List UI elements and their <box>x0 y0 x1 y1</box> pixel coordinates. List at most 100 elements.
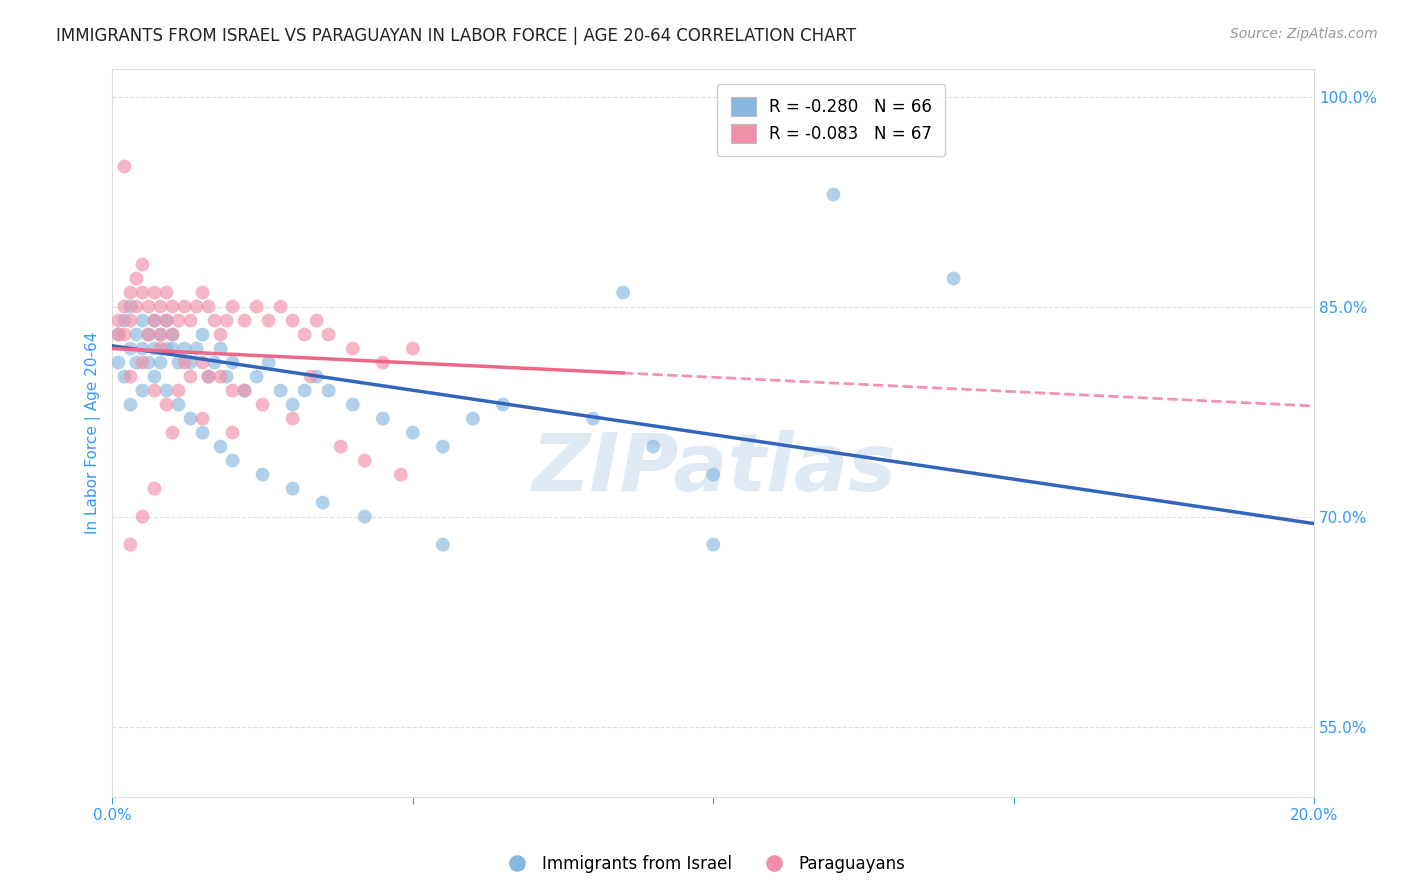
Point <box>131 342 153 356</box>
Point <box>221 300 243 314</box>
Point <box>120 285 142 300</box>
Point <box>204 355 226 369</box>
Point <box>299 369 322 384</box>
Point <box>942 271 965 285</box>
Point <box>281 398 304 412</box>
Point <box>131 285 153 300</box>
Point <box>270 384 292 398</box>
Point <box>107 327 129 342</box>
Legend: Immigrants from Israel, Paraguayans: Immigrants from Israel, Paraguayans <box>494 848 912 880</box>
Point <box>191 327 214 342</box>
Point <box>233 384 256 398</box>
Point <box>149 327 172 342</box>
Point <box>215 369 238 384</box>
Point <box>167 384 190 398</box>
Point <box>209 369 232 384</box>
Point <box>173 355 195 369</box>
Point <box>107 327 129 342</box>
Point <box>252 467 274 482</box>
Point <box>389 467 412 482</box>
Point <box>294 327 316 342</box>
Point <box>155 313 177 327</box>
Point <box>138 355 160 369</box>
Point <box>120 538 142 552</box>
Point <box>246 300 269 314</box>
Point <box>120 300 142 314</box>
Point <box>191 355 214 369</box>
Point <box>131 313 153 327</box>
Point <box>371 355 394 369</box>
Point <box>143 313 166 327</box>
Point <box>131 384 153 398</box>
Point <box>221 453 243 467</box>
Point <box>402 425 425 440</box>
Point <box>461 411 484 425</box>
Point <box>162 327 184 342</box>
Point <box>233 313 256 327</box>
Point <box>318 384 340 398</box>
Point <box>143 369 166 384</box>
Point <box>120 342 142 356</box>
Point <box>107 313 129 327</box>
Text: ZIPatlas: ZIPatlas <box>530 430 896 508</box>
Point <box>353 453 375 467</box>
Text: Source: ZipAtlas.com: Source: ZipAtlas.com <box>1230 27 1378 41</box>
Point <box>257 355 280 369</box>
Point <box>233 384 256 398</box>
Point <box>155 384 177 398</box>
Point <box>143 313 166 327</box>
Point <box>131 355 153 369</box>
Point <box>197 369 219 384</box>
Point <box>180 411 202 425</box>
Point <box>138 327 160 342</box>
Point <box>112 300 135 314</box>
Point <box>180 355 202 369</box>
Point <box>120 398 142 412</box>
Point <box>155 398 177 412</box>
Point <box>204 313 226 327</box>
Point <box>186 342 208 356</box>
Point <box>112 160 135 174</box>
Point <box>162 342 184 356</box>
Point <box>173 342 195 356</box>
Point <box>221 425 243 440</box>
Point <box>252 398 274 412</box>
Point <box>582 411 605 425</box>
Point <box>149 300 172 314</box>
Point <box>173 300 195 314</box>
Point <box>155 342 177 356</box>
Point <box>143 482 166 496</box>
Point <box>402 342 425 356</box>
Point <box>643 440 665 454</box>
Point <box>112 327 135 342</box>
Point <box>305 369 328 384</box>
Point <box>702 538 724 552</box>
Point <box>305 313 328 327</box>
Point <box>186 300 208 314</box>
Point <box>312 495 335 509</box>
Point <box>197 300 219 314</box>
Point <box>120 313 142 327</box>
Point <box>167 355 190 369</box>
Point <box>209 342 232 356</box>
Point <box>112 369 135 384</box>
Point <box>492 398 515 412</box>
Point <box>107 355 129 369</box>
Point <box>138 327 160 342</box>
Point <box>371 411 394 425</box>
Point <box>702 467 724 482</box>
Point <box>209 327 232 342</box>
Point <box>180 369 202 384</box>
Legend: R = -0.280   N = 66, R = -0.083   N = 67: R = -0.280 N = 66, R = -0.083 N = 67 <box>717 84 945 156</box>
Point <box>318 327 340 342</box>
Point <box>257 313 280 327</box>
Point <box>342 398 364 412</box>
Point <box>281 411 304 425</box>
Point <box>432 538 454 552</box>
Point <box>162 327 184 342</box>
Point <box>131 509 153 524</box>
Point <box>143 384 166 398</box>
Point <box>281 482 304 496</box>
Point <box>353 509 375 524</box>
Point <box>191 411 214 425</box>
